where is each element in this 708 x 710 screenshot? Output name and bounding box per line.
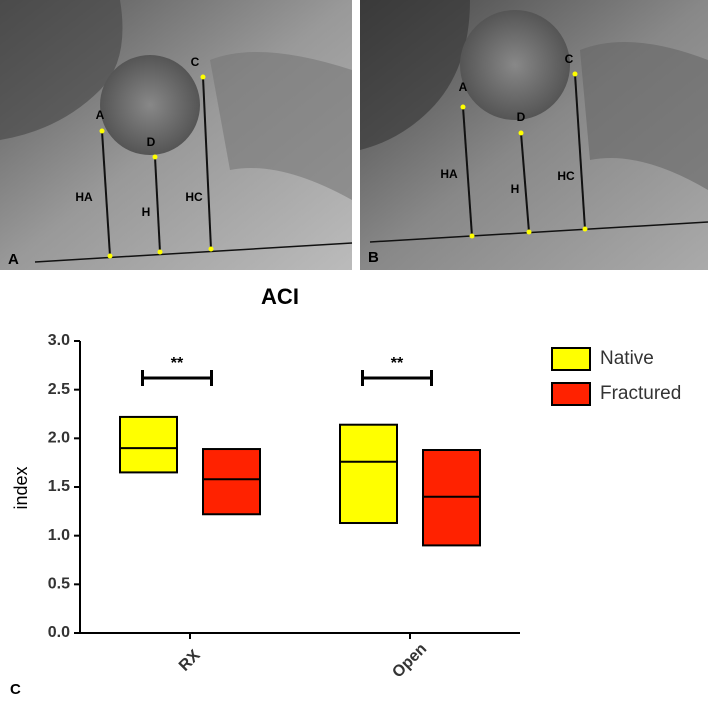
panel-label: C bbox=[10, 681, 21, 698]
point-label: C bbox=[565, 52, 574, 66]
y-tick-label: 2.0 bbox=[48, 430, 70, 447]
point-label: C bbox=[191, 55, 200, 69]
point-label: HC bbox=[557, 169, 575, 183]
y-axis-label: index bbox=[11, 466, 31, 509]
legend-label: Native bbox=[600, 348, 654, 369]
box bbox=[339, 423, 398, 525]
point-label: D bbox=[517, 110, 526, 124]
panel-label: A bbox=[8, 251, 19, 268]
legend-label: Fractured bbox=[600, 383, 681, 404]
significance-bracket bbox=[141, 370, 213, 386]
y-tick-label: 1.5 bbox=[48, 478, 70, 495]
x-tick-label: RX bbox=[176, 647, 204, 675]
point-label: HA bbox=[75, 190, 93, 204]
point-label: H bbox=[142, 205, 151, 219]
xray-panel-b: A D C HA H HC B bbox=[360, 0, 708, 270]
point-label: HA bbox=[440, 167, 458, 181]
y-tick-label: 0.5 bbox=[48, 576, 70, 593]
point-label: A bbox=[459, 80, 468, 94]
xray-panel-a: A D C HA H HC A bbox=[0, 0, 353, 270]
y-tick-label: 0.0 bbox=[48, 624, 70, 641]
point-label: A bbox=[96, 108, 105, 122]
y-tick-label: 1.0 bbox=[48, 527, 70, 544]
point-label: H bbox=[511, 182, 520, 196]
box bbox=[202, 448, 261, 516]
x-tick-label: Open bbox=[389, 640, 430, 681]
significance-bracket bbox=[361, 370, 433, 386]
panel-label: B bbox=[368, 249, 379, 266]
significance-label: ** bbox=[391, 355, 404, 372]
point-label: D bbox=[147, 135, 156, 149]
legend-swatch bbox=[551, 347, 591, 371]
significance-label: ** bbox=[171, 355, 184, 372]
chart-title: ACI bbox=[261, 284, 299, 309]
y-tick-label: 2.5 bbox=[48, 381, 70, 398]
box bbox=[119, 415, 178, 474]
y-tick-label: 3.0 bbox=[48, 332, 70, 349]
point-label: HC bbox=[185, 190, 203, 204]
legend-swatch bbox=[551, 382, 591, 406]
